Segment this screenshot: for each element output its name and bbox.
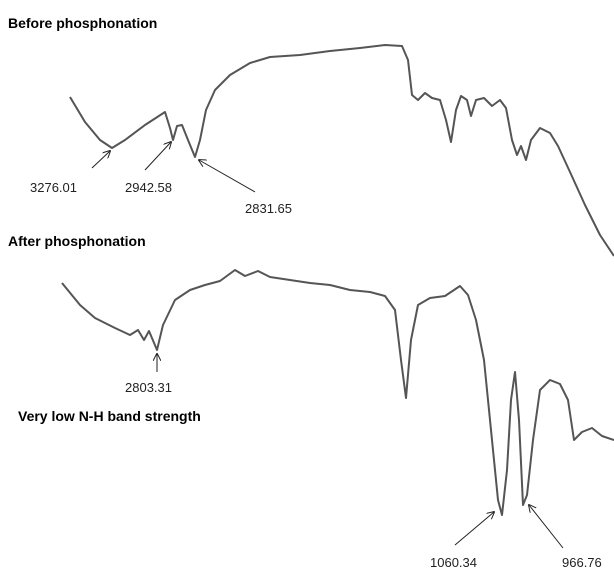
arrow (144, 142, 171, 171)
spectrum-before (69, 44, 614, 257)
arrow (529, 505, 564, 549)
panel-title: After phosphonation (8, 233, 146, 249)
peak-label: 1060.34 (430, 555, 477, 570)
peak-label: 2831.65 (245, 201, 292, 216)
panel-title: Before phosphonation (8, 15, 157, 31)
note: Very low N-H band strength (18, 408, 201, 424)
peak-label: 966.76 (562, 555, 602, 570)
peak-label: 3276.01 (30, 180, 77, 195)
spectrum-after (61, 269, 614, 516)
arrow (199, 160, 256, 193)
arrow (454, 512, 494, 546)
peak-label: 2803.31 (125, 380, 172, 395)
peak-label: 2942.58 (125, 180, 172, 195)
arrow (91, 151, 110, 169)
